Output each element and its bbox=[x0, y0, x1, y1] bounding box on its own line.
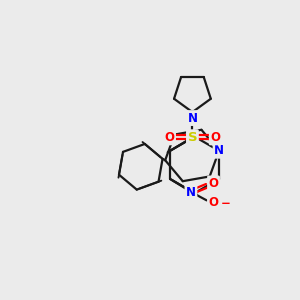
Text: O: O bbox=[208, 177, 218, 190]
Text: O: O bbox=[210, 131, 220, 144]
Text: −: − bbox=[221, 196, 230, 210]
Text: O: O bbox=[208, 196, 218, 209]
Text: N: N bbox=[188, 112, 197, 124]
Text: O: O bbox=[164, 131, 175, 144]
Text: N: N bbox=[186, 186, 196, 199]
Text: N: N bbox=[214, 144, 224, 157]
Text: S: S bbox=[188, 131, 197, 144]
